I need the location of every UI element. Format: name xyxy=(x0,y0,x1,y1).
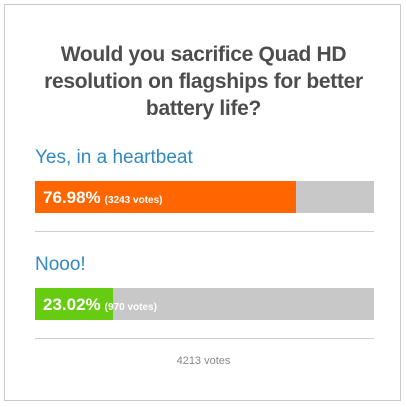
poll-question: Would you sacrifice Quad HD resolution o… xyxy=(44,43,363,120)
separator xyxy=(35,338,374,339)
result-track: 76.98% (3243 votes) xyxy=(35,181,374,213)
result-percent: 23.02% (970 votes) xyxy=(43,288,157,324)
poll-option: Nooo! 23.02% (970 votes) xyxy=(35,252,374,320)
poll-option: Yes, in a heartbeat 76.98% (3243 votes) xyxy=(35,145,374,213)
poll-widget: Would you sacrifice Quad HD resolution o… xyxy=(4,4,401,401)
percent-label: 23.02% xyxy=(43,295,101,314)
option-label: Nooo! xyxy=(35,254,86,275)
separator xyxy=(35,231,374,232)
option-label: Yes, in a heartbeat xyxy=(35,147,193,168)
result-bar xyxy=(35,181,296,213)
votes-label: (3243 votes) xyxy=(104,195,163,206)
votes-label: (970 votes) xyxy=(104,302,157,313)
result-track: 23.02% (970 votes) xyxy=(35,288,374,320)
total-votes: 4213 votes xyxy=(176,355,231,367)
percent-label: 76.98% xyxy=(43,188,101,207)
result-percent: 76.98% (3243 votes) xyxy=(43,181,162,217)
result-bar xyxy=(35,288,114,320)
